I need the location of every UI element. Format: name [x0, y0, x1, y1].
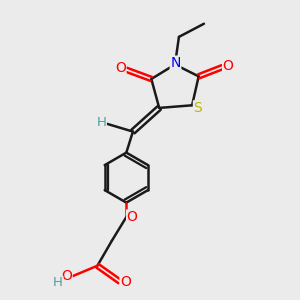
Text: O: O	[223, 59, 234, 73]
Text: O: O	[127, 210, 138, 224]
Text: H: H	[53, 276, 63, 289]
Text: N: N	[170, 56, 181, 70]
Text: O: O	[115, 61, 126, 76]
Text: O: O	[120, 274, 131, 289]
Text: O: O	[61, 269, 72, 283]
Text: S: S	[194, 101, 202, 115]
Text: H: H	[96, 116, 106, 129]
